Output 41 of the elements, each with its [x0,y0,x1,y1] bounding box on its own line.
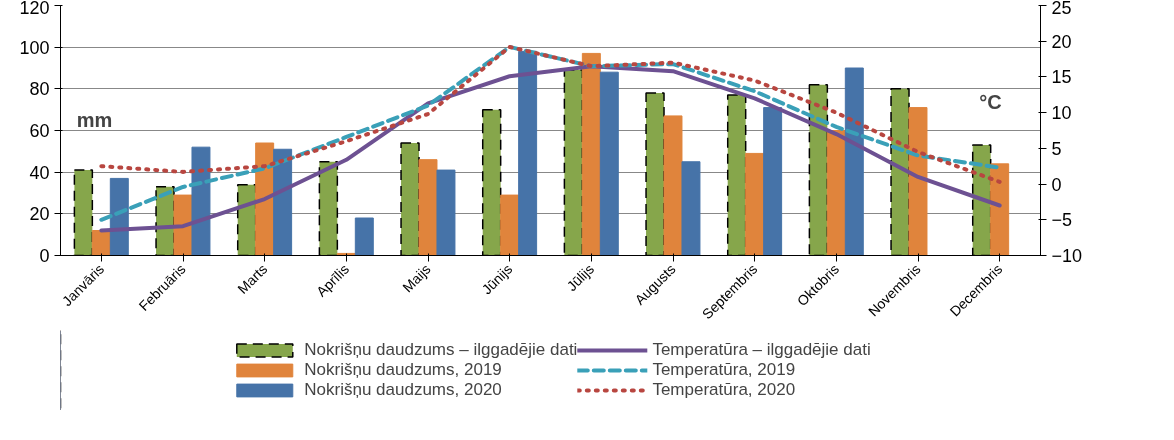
bar [681,161,701,256]
y2-tick-label: 10 [1051,103,1072,124]
y2-tick-label: −5 [1051,210,1073,231]
bar [518,50,538,256]
legend-label: Temperatūra, 2020 [652,380,796,400]
y2-axis-title: °C [979,90,1002,113]
bar [745,152,765,256]
bar [191,146,211,256]
y-tick-label: 120 [19,0,50,18]
y2-tick-label: 5 [1051,138,1062,159]
bar [436,169,456,256]
y-tick-label: 100 [19,37,50,58]
bar [418,159,438,256]
y-tick-label: 40 [29,162,50,183]
y2-tick-label: 20 [1051,31,1072,52]
y-axis-title: mm [76,108,113,131]
legend-label: Temperatūra – ilggadējie dati [652,340,871,360]
legend-label: Nokrišņu daudzums – ilggadējie dati [304,340,578,360]
y-tick-label: 0 [39,246,50,266]
bar [354,217,374,256]
bar [273,148,293,256]
bar [826,130,846,256]
y2-tick-label: 25 [1051,0,1072,18]
legend-label: Nokrišņu daudzums, 2019 [304,360,502,380]
bar [990,163,1010,256]
bar [581,52,601,256]
bar [844,67,864,256]
y2-tick-label: 0 [1051,174,1062,195]
y-tick-label: 60 [29,121,50,141]
bar [908,107,928,256]
bar [599,71,619,256]
legend-label: Nokrišņu daudzums, 2020 [304,380,502,400]
y2-tick-label: −10 [1051,246,1083,266]
y-tick-label: 80 [29,79,50,100]
y2-tick-label: 15 [1051,67,1072,88]
bar [663,115,683,256]
legend-label: Temperatūra, 2019 [652,360,796,380]
bar [109,177,129,256]
y-tick-label: 20 [29,204,50,225]
bar [500,194,520,256]
bar [763,107,783,256]
